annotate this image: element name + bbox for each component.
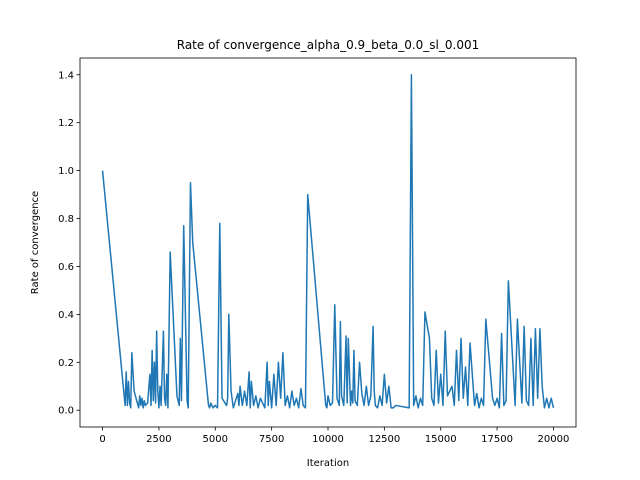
y-tick-label: 0.8 [58,214,74,225]
axes-frame [79,57,577,428]
x-axis-title: Iteration [307,458,349,469]
y-tick-label: 1.4 [58,70,74,81]
y-tick-label: 0.0 [58,406,74,417]
x-tick-label: 5000 [203,434,228,445]
y-tick-label: 1.0 [58,166,74,177]
x-tick-label: 12500 [368,434,400,445]
y-axis-title: Rate of convergence [30,191,41,294]
y-tick-label: 0.4 [58,310,74,321]
y-axis-ticks: 0.0 0.2 0.4 0.6 0.8 1.0 1.2 1.4 [58,70,80,417]
x-tick-label: 20000 [538,434,570,445]
x-tick-label: 15000 [425,434,457,445]
y-tick-label: 0.2 [58,358,74,369]
x-tick-label: 2500 [146,434,171,445]
x-axis-ticks: 0 2500 5000 7500 10000 12500 15000 17500 20000 [99,427,569,445]
y-tick-label: 1.2 [58,118,74,129]
series-layer [101,74,555,409]
series-line [101,74,555,409]
x-tick-label: 7500 [259,434,284,445]
x-tick-label: 0 [99,434,105,445]
x-tick-label: 10000 [312,434,344,445]
y-tick-label: 0.6 [58,262,74,273]
chart-title: Rate of convergence_alpha_0.9_beta_0.0_s… [177,38,479,52]
x-tick-label: 17500 [481,434,513,445]
